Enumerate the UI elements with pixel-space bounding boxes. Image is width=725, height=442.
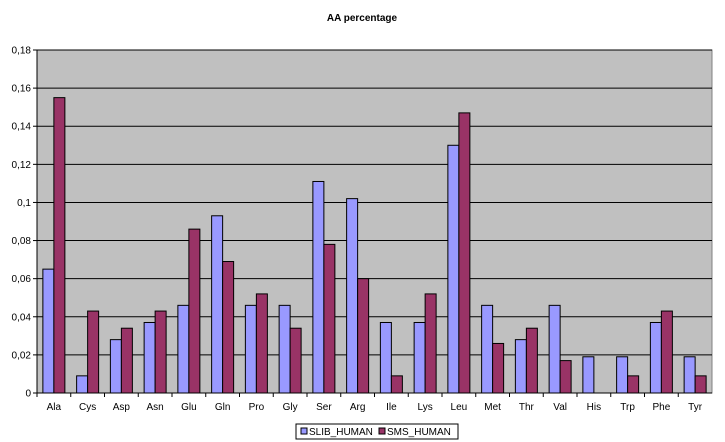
- y-tick-label: 0,12: [12, 160, 32, 171]
- y-tick-label: 0,18: [12, 46, 32, 57]
- bar-slib-human: [548, 304, 561, 394]
- bar-slib-human: [514, 339, 527, 394]
- y-tick-label: 0: [25, 389, 31, 400]
- y-tick-label: 0,14: [12, 122, 32, 133]
- legend-label: SMS_HUMAN: [387, 427, 451, 438]
- y-tick-label: 0,04: [12, 312, 32, 323]
- bar-slib-human: [109, 339, 122, 394]
- bar-sms-human: [424, 293, 437, 394]
- bar-slib-human: [683, 356, 696, 394]
- bar-slib-human: [211, 215, 224, 394]
- y-tick-label: 0,08: [12, 236, 32, 247]
- chart-title: AA percentage: [327, 13, 398, 24]
- bar-slib-human: [582, 356, 595, 394]
- bar-sms-human: [222, 261, 235, 394]
- x-tick-label: Met: [484, 402, 501, 413]
- plot-area: 0 0,02 0,04 0,06 0,08 0,1 0,12 0,14 0,16 0,18 Ala C…: [12, 46, 713, 413]
- x-tick-label: Pro: [249, 402, 265, 413]
- bar-sms-human: [694, 375, 707, 394]
- legend-swatch: [378, 427, 386, 435]
- y-tick-label: 0,16: [12, 84, 32, 95]
- bar-sms-human: [525, 327, 538, 394]
- bar-sms-human: [255, 293, 268, 394]
- bar-slib-human: [413, 321, 426, 394]
- bar-slib-human: [481, 304, 494, 394]
- x-tick-label: Leu: [451, 402, 468, 413]
- legend-label: SLIB_HUMAN: [309, 427, 373, 438]
- x-tick-label: Glu: [181, 402, 197, 413]
- bar-sms-human: [120, 327, 133, 394]
- bar-slib-human: [312, 180, 325, 394]
- bar-sms-human: [87, 310, 100, 394]
- bar-slib-human: [447, 144, 460, 394]
- bar-sms-human: [154, 310, 167, 394]
- bar-slib-human: [379, 321, 392, 394]
- legend-box: [295, 423, 459, 440]
- x-tick-label: Arg: [350, 402, 366, 413]
- x-tick-label: Trp: [620, 402, 635, 413]
- x-tick-label: Lys: [418, 402, 433, 413]
- bar-sms-human: [188, 228, 201, 394]
- y-tick-label: 0,02: [12, 350, 32, 361]
- x-tick-label: Asp: [113, 402, 131, 413]
- bar-sms-human: [627, 375, 640, 394]
- x-tick-label: Tyr: [688, 402, 703, 413]
- y-tick-label: 0,06: [12, 274, 32, 285]
- y-tick-label: 0,1: [17, 198, 31, 209]
- x-tick-label: Thr: [519, 402, 535, 413]
- x-tick-label: Gln: [215, 402, 231, 413]
- x-tick-label: His: [587, 402, 601, 413]
- bar-sms-human: [289, 327, 302, 394]
- x-tick-label: Ile: [386, 402, 397, 413]
- x-tick-label: Ala: [47, 402, 62, 413]
- x-tick-label: Phe: [652, 402, 670, 413]
- bar-slib-human: [76, 375, 89, 394]
- bar-slib-human: [177, 304, 190, 394]
- bar-slib-human: [143, 321, 156, 394]
- x-tick-label: Cys: [79, 402, 96, 413]
- bar-sms-human: [323, 243, 336, 394]
- bar-sms-human: [53, 97, 66, 394]
- bar-slib-human: [616, 356, 629, 394]
- bar-sms-human: [660, 310, 673, 394]
- bar-slib-human: [278, 304, 291, 394]
- legend: SLIB_HUMAN SMS_HUMAN: [295, 423, 459, 440]
- x-tick-label: Asn: [147, 402, 164, 413]
- bar-slib-human: [244, 304, 257, 394]
- legend-swatch: [300, 427, 308, 435]
- bar-slib-human: [346, 198, 359, 394]
- bar-slib-human: [649, 321, 662, 394]
- x-tick-label: Ser: [316, 402, 332, 413]
- plot-background: [36, 49, 713, 394]
- bar-sms-human: [559, 360, 572, 394]
- bar-sms-human: [492, 342, 505, 394]
- bar-sms-human: [357, 278, 370, 394]
- x-tick-label: Val: [553, 402, 567, 413]
- bar-sms-human: [390, 375, 403, 394]
- bar-slib-human: [42, 268, 55, 394]
- x-tick-label: Gly: [283, 402, 298, 413]
- bar-sms-human: [458, 112, 471, 394]
